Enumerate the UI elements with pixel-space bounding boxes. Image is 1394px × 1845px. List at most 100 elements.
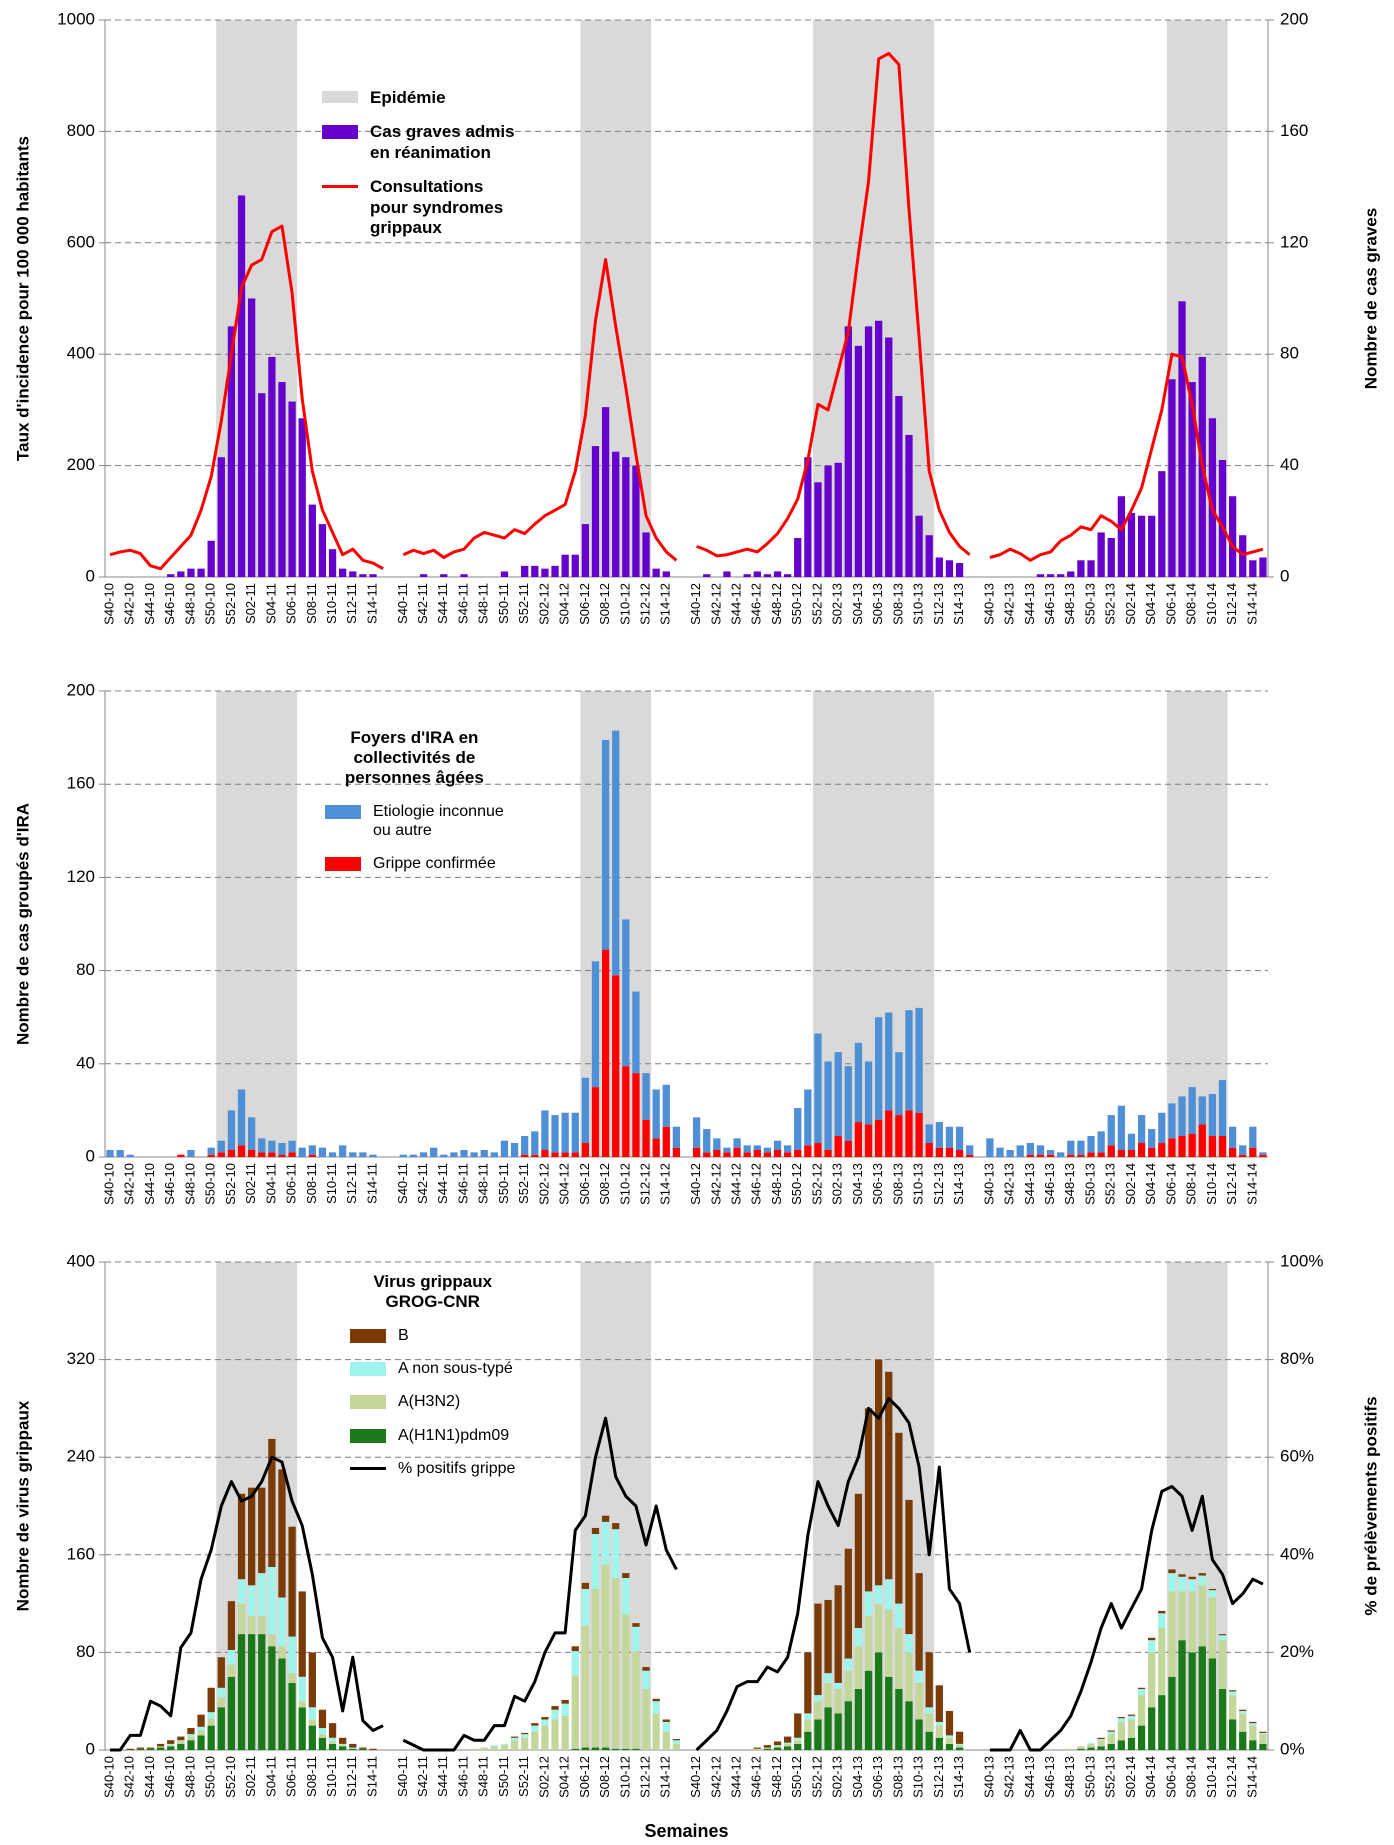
x-tick-label: S44-10 (142, 1163, 157, 1205)
bar (763, 1747, 772, 1749)
bar (895, 1628, 903, 1689)
bar (237, 1089, 246, 1146)
bar (622, 1066, 630, 1157)
bar (1249, 1725, 1257, 1741)
line (109, 51, 1264, 571)
x-tick-label: S46-12 (749, 583, 764, 625)
x-tick-label: S06-11 (284, 1163, 299, 1204)
bar (258, 1152, 266, 1157)
bar (1137, 1725, 1146, 1750)
bar (571, 1646, 579, 1652)
bar (1228, 1126, 1237, 1148)
bar (824, 1150, 832, 1157)
x-tick-label: S04-12 (557, 583, 572, 625)
bar (864, 1670, 873, 1750)
legend-entry: % positifs grippe (350, 1459, 515, 1478)
bar (227, 1649, 236, 1665)
bar (824, 1061, 832, 1151)
bar (1198, 1575, 1206, 1586)
bar (308, 1652, 316, 1708)
bar (328, 1743, 337, 1750)
bar (834, 1585, 842, 1683)
y2-axis-title: % de prélèvements positifs (1361, 1396, 1380, 1615)
x-tick-label: S12-13 (931, 1756, 946, 1798)
bar (773, 1150, 782, 1157)
bar (146, 1747, 155, 1749)
bar (915, 1670, 923, 1683)
x-tick-label: S44-12 (729, 1756, 744, 1798)
bar (541, 568, 549, 577)
bar (622, 1577, 630, 1615)
y-tick-label: 400 (67, 1251, 95, 1270)
bar (399, 1154, 407, 1157)
bar (1239, 1154, 1247, 1157)
bar (834, 1682, 842, 1689)
bar (955, 1150, 964, 1157)
x-tick-label: S14-14 (1244, 583, 1259, 625)
bar (561, 1715, 569, 1750)
bar (905, 1634, 913, 1653)
bar (1218, 1689, 1227, 1750)
x-tick-label: S42-10 (122, 1163, 137, 1205)
bar (1218, 1136, 1227, 1157)
bar (915, 1682, 923, 1720)
x-tick-label: S04-11 (263, 1756, 278, 1797)
bar (885, 1579, 893, 1610)
bar (834, 462, 842, 577)
bar (824, 1707, 832, 1750)
bar (1137, 1143, 1146, 1157)
chart-panel: 0 200 400 600 800 1000 0 40 80 120 160 200 S40-10 S42… (13, 9, 1380, 624)
x-tick-label: S06-12 (577, 1756, 592, 1798)
bar (854, 1042, 863, 1123)
x-tick-label: S06-13 (870, 1163, 885, 1205)
bar (1208, 1597, 1217, 1659)
bar (783, 1743, 792, 1747)
bar (783, 1736, 792, 1743)
bar (1188, 382, 1196, 577)
bar (561, 1703, 569, 1716)
bar (652, 1698, 660, 1702)
bar (601, 1521, 610, 1565)
x-tick-label: S40-11 (395, 583, 410, 624)
x-tick-label: S46-13 (1042, 1163, 1057, 1205)
bar (1178, 1574, 1186, 1577)
bar (308, 1719, 316, 1726)
bar (409, 1154, 418, 1157)
bar (167, 1740, 175, 1744)
bar (895, 1115, 903, 1157)
bar (1178, 301, 1186, 577)
bar (601, 1515, 610, 1522)
bar (1259, 1743, 1267, 1750)
x-tick-label: S50-12 (789, 1163, 804, 1205)
x-tick-label: S02-12 (536, 1756, 551, 1798)
x-tick-label: S04-11 (263, 1163, 278, 1204)
x-tick-label: S46-10 (162, 1756, 177, 1798)
bar (571, 1748, 579, 1750)
bar (1218, 1640, 1227, 1689)
x-tick-label: S46-12 (749, 1163, 764, 1205)
x-tick-label: S06-14 (1163, 1163, 1178, 1205)
x-tick-label: S14-12 (658, 1756, 673, 1798)
bar (1067, 1748, 1075, 1750)
bar (1046, 1150, 1055, 1155)
bar (561, 554, 569, 577)
bar (217, 1140, 225, 1153)
bar (1218, 460, 1227, 577)
bar (652, 1701, 660, 1714)
x-tick-label: S44-11 (435, 1756, 450, 1797)
bar (875, 1603, 883, 1653)
bar (258, 1138, 266, 1153)
y-axis-title: Nombre de virus grippaux (13, 1400, 32, 1611)
bar (1178, 1591, 1186, 1641)
bar (612, 1523, 620, 1530)
bar (966, 1145, 974, 1155)
x-tick-label: S52-10 (223, 1163, 238, 1205)
bar (783, 1145, 792, 1153)
y-tick-label: 0 (86, 1146, 95, 1165)
bar (672, 1147, 681, 1157)
bar (308, 1725, 316, 1750)
bar (521, 565, 529, 577)
bar (328, 1741, 337, 1744)
legend-entry: A(H1N1)pdm09 (350, 1426, 515, 1445)
